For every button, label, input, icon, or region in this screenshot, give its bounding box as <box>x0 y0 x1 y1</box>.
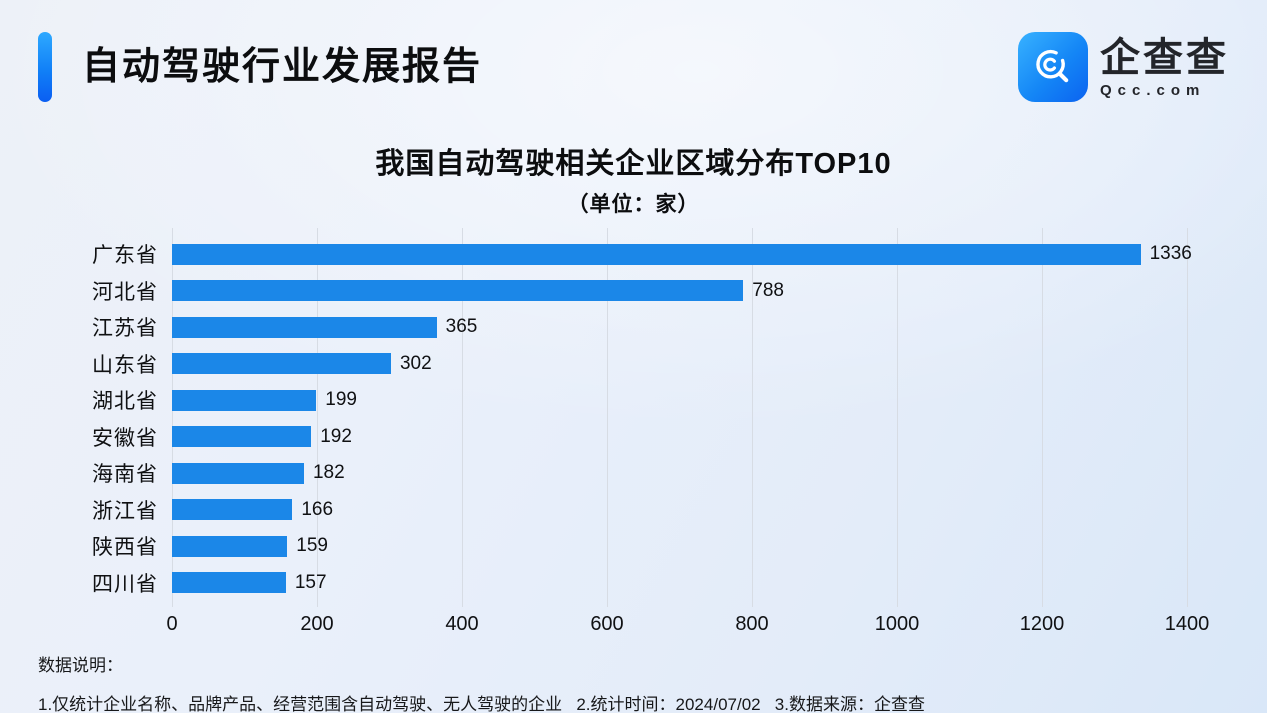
bar-row: 1336 <box>172 236 1192 273</box>
x-axis-tick-label: 1000 <box>874 613 920 635</box>
category-label: 陕西省 <box>92 536 158 560</box>
page-title: 自动驾驶行业发展报告 <box>82 46 483 88</box>
bar-value-label: 192 <box>320 425 352 447</box>
category-label: 广东省 <box>92 244 158 268</box>
bar-value-label: 182 <box>312 462 345 484</box>
grid-line <box>172 228 173 607</box>
bar <box>172 499 293 521</box>
chart-body: 广东省河北省江苏省山东省湖北省安徽省海南省浙江省陕西省四川省 1336 788 36… <box>60 228 1192 607</box>
x-axis-tick-label: 1200 <box>1019 613 1065 635</box>
bar-value-label: 1336 <box>1149 243 1192 265</box>
bar-row: 159 <box>172 528 1187 565</box>
grid-line <box>752 228 753 607</box>
chart-title: 我国自动驾驶相关企业区域分布TOP10 <box>375 148 892 180</box>
logo-brand: 企查查 <box>1100 35 1229 80</box>
qcc-magnifier-icon <box>1018 32 1088 102</box>
category-label: 安徽省 <box>92 426 158 450</box>
category-label: 浙江省 <box>92 499 158 523</box>
x-axis-row: 0 200 400 600 800 1000 1200 1400 <box>60 601 1209 637</box>
x-axis-tick-label: 600 <box>590 613 624 635</box>
category-label: 湖北省 <box>92 390 158 414</box>
bar-row: 166 <box>172 492 1187 529</box>
bar <box>172 316 437 338</box>
x-axis: 0 200 400 600 800 1000 1200 1400 <box>166 601 1209 637</box>
bar <box>172 389 317 411</box>
notes-label: 数据说明： <box>38 656 123 675</box>
logo-domain: Qcc.com <box>1100 81 1206 99</box>
bar <box>172 280 744 302</box>
notes-text: 1.仅统计企业名称、品牌产品、经营范围含自动驾驶、无人驾驶的企业 2.统计时间：… <box>38 695 925 714</box>
logo-text: 企查查 Qcc.com <box>1100 36 1229 99</box>
category-label: 海南省 <box>92 463 158 487</box>
category-label: 山东省 <box>92 353 158 377</box>
bar-value-label: 788 <box>752 279 784 301</box>
grid-line <box>1042 228 1043 607</box>
grid-line <box>897 228 898 607</box>
x-axis-tick-label: 400 <box>445 613 479 635</box>
bar-value-label: 157 <box>294 571 327 593</box>
bar <box>172 426 312 448</box>
bar-row: 182 <box>172 455 1187 492</box>
bar <box>172 353 391 375</box>
chart-subtitle: （单位：家） <box>567 193 700 216</box>
y-axis-labels: 广东省河北省江苏省山东省湖北省安徽省海南省浙江省陕西省四川省 <box>60 236 172 601</box>
grid-line <box>607 228 608 607</box>
bar <box>172 243 1141 265</box>
category-label: 河北省 <box>92 280 158 304</box>
bar <box>172 535 288 557</box>
category-label: 江苏省 <box>92 317 158 341</box>
x-axis-tick-label: 200 <box>300 613 334 635</box>
bars-layer: 1336 788 365 302 199 192 182 166 159 157 <box>172 236 1192 602</box>
bar <box>172 572 286 594</box>
x-axis-tick-label: 800 <box>735 613 769 635</box>
report-header: 自动驾驶行业发展报告 企查查 Qcc.com <box>0 0 1267 112</box>
bar-row: 199 <box>172 382 1187 419</box>
qcc-logo: 企查查 Qcc.com <box>1018 32 1229 102</box>
bar-row: 788 <box>172 273 1187 310</box>
bar-row: 192 <box>172 419 1187 456</box>
bar-row: 302 <box>172 346 1187 383</box>
data-notes: 数据说明： 1.仅统计企业名称、品牌产品、经营范围含自动驾驶、无人驾驶的企业 2… <box>0 637 1267 715</box>
x-axis-tick-label: 1400 <box>1164 613 1210 635</box>
grid-line <box>317 228 318 607</box>
bar-value-label: 302 <box>399 352 432 374</box>
bar-row: 365 <box>172 309 1187 346</box>
plot-area: 1336 788 365 302 199 192 182 166 159 157 <box>172 228 1192 607</box>
grid-line <box>1187 228 1188 607</box>
x-axis-spacer <box>60 601 172 637</box>
bar <box>172 462 304 484</box>
grid-layer <box>172 228 1188 607</box>
title-accent-bar <box>38 32 52 102</box>
category-label: 四川省 <box>92 572 158 596</box>
x-axis-tick-label: 0 <box>166 613 178 635</box>
bar-value-label: 159 <box>296 535 328 557</box>
bar-value-label: 166 <box>301 498 334 520</box>
bar-value-label: 365 <box>445 316 478 338</box>
bar-value-label: 199 <box>325 389 357 411</box>
bar-row: 157 <box>172 565 1187 602</box>
bar-chart: 广东省河北省江苏省山东省湖北省安徽省海南省浙江省陕西省四川省 1336 788 36… <box>60 228 1209 637</box>
grid-line <box>462 228 463 607</box>
